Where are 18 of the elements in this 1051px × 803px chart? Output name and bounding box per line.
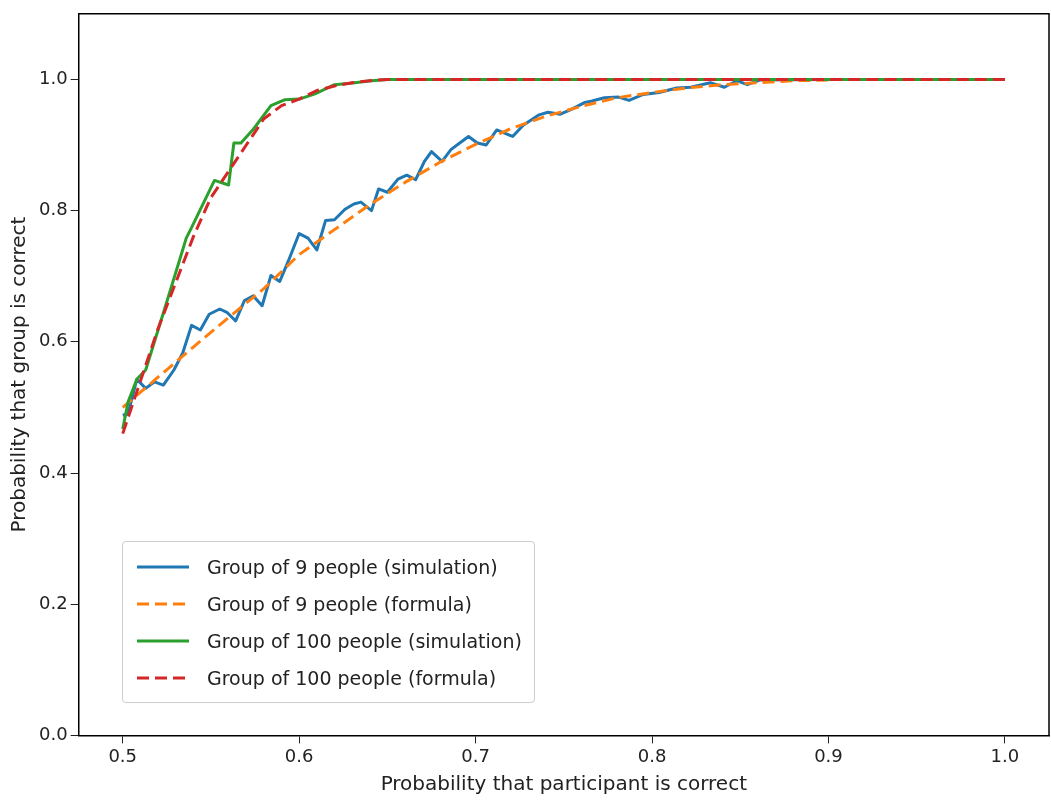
x-axis-title: Probability that participant is correct (380, 771, 748, 796)
y-tick-label: 0.8 (38, 198, 68, 220)
x-tick-label: 0.7 (461, 744, 490, 766)
x-tick-label: 0.6 (284, 744, 314, 766)
y-tick-label: 0.4 (38, 460, 68, 482)
y-tick-label: 0.6 (38, 329, 68, 351)
y-tick-label: 1.0 (38, 67, 68, 89)
legend-label: Group of 9 people (simulation) (207, 555, 498, 578)
y-axis-title: Probability that group is correct (6, 216, 31, 533)
y-tick-label: 0.2 (38, 591, 68, 613)
legend-label: Group of 100 people (simulation) (207, 629, 522, 652)
x-tick-label: 0.5 (108, 744, 138, 766)
x-tick-label: 0.9 (814, 744, 843, 766)
legend-label: Group of 9 people (formula) (207, 592, 472, 615)
x-tick-label: 1.0 (990, 744, 1020, 766)
x-tick-label: 0.8 (637, 744, 667, 766)
legend-label: Group of 100 people (formula) (207, 666, 497, 689)
y-tick-label: 0.0 (38, 723, 68, 745)
